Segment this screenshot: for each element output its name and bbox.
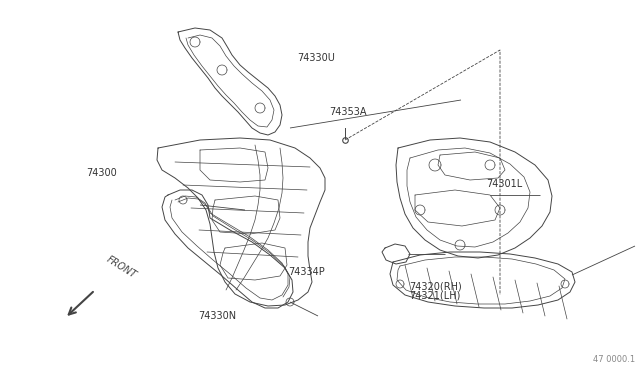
Text: 74330U: 74330U [298, 53, 335, 62]
Text: 74330N: 74330N [198, 311, 237, 321]
Text: 74321(LH): 74321(LH) [410, 291, 461, 301]
Text: 74353A: 74353A [330, 107, 367, 116]
Text: 74334P: 74334P [288, 267, 324, 276]
Text: 74300: 74300 [86, 168, 117, 178]
Text: FRONT: FRONT [105, 254, 138, 280]
Text: 74320(RH): 74320(RH) [410, 282, 462, 291]
Text: 74301L: 74301L [486, 179, 523, 189]
Text: 47 0000.1: 47 0000.1 [593, 355, 635, 364]
